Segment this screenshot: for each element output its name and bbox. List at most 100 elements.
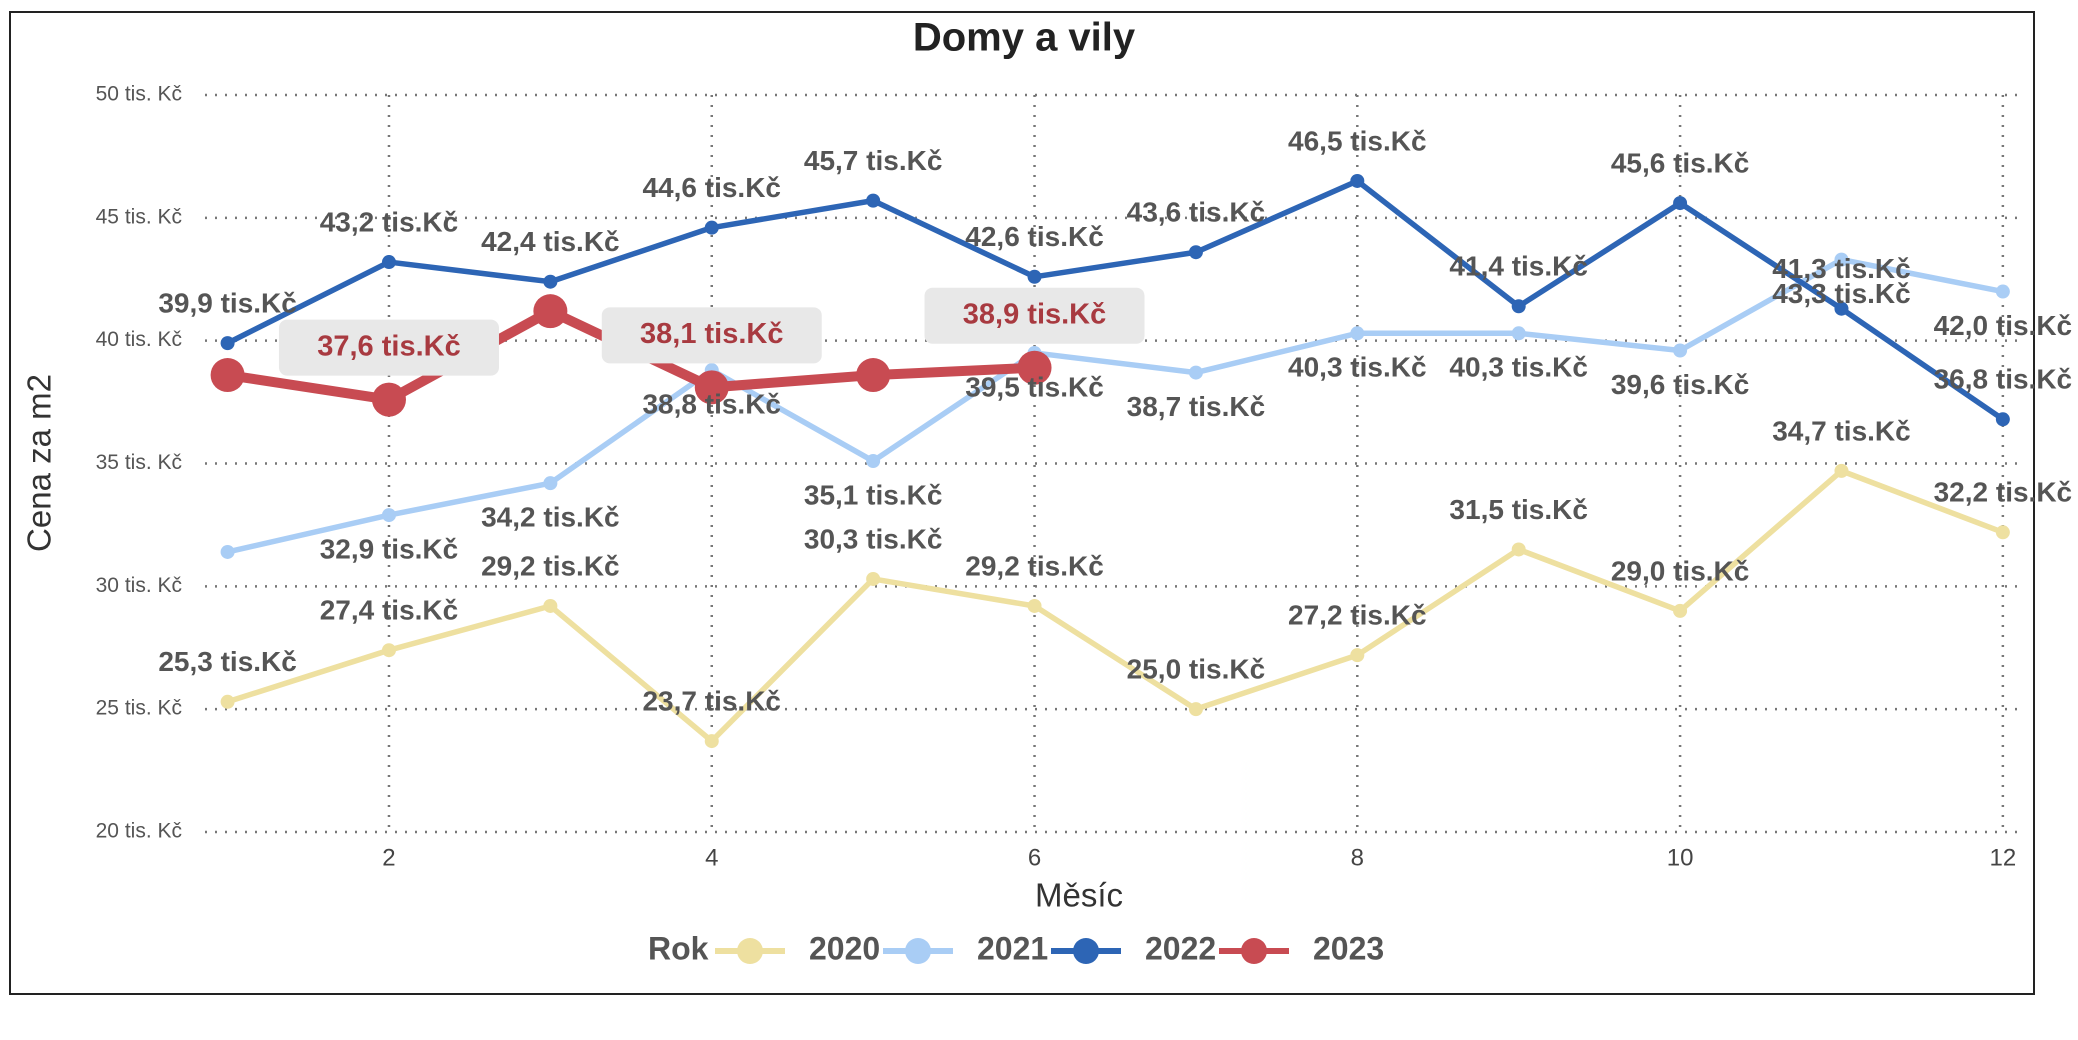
data-label: 38,7 tis.Kč bbox=[1127, 391, 1266, 422]
data-point bbox=[1673, 343, 1688, 358]
data-label: 45,6 tis.Kč bbox=[1611, 147, 1750, 178]
data-point bbox=[381, 508, 396, 523]
chart-title: Domy a vily bbox=[913, 16, 1136, 60]
data-label: 34,7 tis.Kč bbox=[1772, 415, 1911, 446]
y-axis-label: Cena za m2 bbox=[21, 374, 58, 552]
data-label: 25,0 tis.Kč bbox=[1127, 654, 1266, 685]
data-label: 36,8 tis.Kč bbox=[1934, 364, 2073, 395]
data-point bbox=[704, 220, 719, 235]
data-label: 43,2 tis.Kč bbox=[320, 206, 459, 237]
data-label: 29,2 tis.Kč bbox=[481, 550, 620, 581]
data-point bbox=[220, 694, 235, 709]
data-label: 39,5 tis.Kč bbox=[965, 371, 1104, 402]
label-box bbox=[278, 319, 499, 376]
legend-label: 2020 bbox=[809, 930, 880, 966]
data-point bbox=[1188, 365, 1203, 380]
data-point bbox=[694, 370, 729, 405]
data-label: 42,4 tis.Kč bbox=[481, 226, 620, 257]
data-label: 29,0 tis.Kč bbox=[1611, 555, 1750, 586]
data-label: 38,1 tis.Kč bbox=[640, 318, 783, 350]
x-tick-label: 4 bbox=[705, 844, 718, 871]
legend-title: Rok bbox=[648, 930, 709, 966]
x-tick-label: 2 bbox=[382, 844, 395, 871]
data-label: 32,2 tis.Kč bbox=[1934, 477, 2073, 508]
data-point bbox=[543, 274, 558, 289]
data-label: 25,3 tis.Kč bbox=[158, 646, 297, 677]
data-point bbox=[1027, 598, 1042, 613]
frame bbox=[9, 11, 2035, 995]
data-point bbox=[533, 294, 568, 329]
data-point bbox=[371, 382, 406, 417]
data-label: 44,6 tis.Kč bbox=[642, 172, 781, 203]
y-tick-label: 30 tis. Kč bbox=[96, 574, 182, 597]
data-point bbox=[1017, 350, 1052, 385]
data-point bbox=[220, 544, 235, 559]
data-point bbox=[381, 255, 396, 270]
series-line bbox=[226, 178, 2005, 422]
data-label: 42,0 tis.Kč bbox=[1934, 310, 2073, 341]
data-label: 31,5 tis.Kč bbox=[1449, 494, 1588, 525]
x-tick-label: 12 bbox=[1990, 844, 2017, 871]
data-point bbox=[856, 358, 891, 393]
y-tick-label: 45 tis. Kč bbox=[96, 205, 182, 228]
data-point bbox=[866, 571, 881, 586]
data-point bbox=[1511, 299, 1526, 314]
x-tick-label: 10 bbox=[1667, 844, 1694, 871]
y-tick-label: 50 tis. Kč bbox=[96, 83, 182, 106]
data-label: 35,1 tis.Kč bbox=[804, 479, 943, 510]
data-point bbox=[381, 643, 396, 658]
y-tick-label: 20 tis. Kč bbox=[96, 820, 182, 843]
data-point bbox=[1995, 412, 2010, 427]
data-label: 46,5 tis.Kč bbox=[1288, 125, 1427, 156]
x-tick-label: 6 bbox=[1028, 844, 1041, 871]
y-tick-label: 40 tis. Kč bbox=[96, 328, 182, 351]
data-label: 38,8 tis.Kč bbox=[642, 389, 781, 420]
legend-label: 2021 bbox=[977, 930, 1048, 966]
data-label: 38,9 tis.Kč bbox=[963, 298, 1106, 330]
data-label: 30,3 tis.Kč bbox=[804, 523, 943, 554]
legend-marker bbox=[1073, 938, 1099, 964]
legend-marker bbox=[1241, 938, 1267, 964]
x-tick-label: 8 bbox=[1351, 844, 1364, 871]
data-label: 27,4 tis.Kč bbox=[320, 595, 459, 626]
data-point bbox=[1350, 648, 1365, 663]
series-line bbox=[226, 256, 2004, 555]
data-point bbox=[866, 454, 881, 469]
data-label: 42,6 tis.Kč bbox=[965, 221, 1104, 252]
data-label: 34,2 tis.Kč bbox=[481, 502, 620, 533]
y-tick-label: 25 tis. Kč bbox=[96, 697, 182, 720]
data-point bbox=[1350, 173, 1365, 188]
label-box bbox=[601, 307, 822, 364]
legend-marker bbox=[905, 938, 931, 964]
data-label: 40,3 tis.Kč bbox=[1288, 352, 1427, 383]
data-point bbox=[1673, 603, 1688, 618]
data-point bbox=[1995, 525, 2010, 540]
x-axis-label: Měsíc bbox=[1035, 877, 1123, 914]
data-point bbox=[1995, 284, 2010, 299]
data-label: 41,4 tis.Kč bbox=[1449, 251, 1588, 282]
data-point bbox=[1673, 196, 1688, 211]
data-point bbox=[1511, 326, 1526, 341]
data-label: 45,7 tis.Kč bbox=[804, 145, 943, 176]
data-label: 39,9 tis.Kč bbox=[158, 288, 297, 319]
data-label: 29,2 tis.Kč bbox=[965, 550, 1104, 581]
data-point bbox=[866, 193, 881, 208]
series-line bbox=[226, 468, 2004, 744]
data-point bbox=[1027, 269, 1042, 284]
data-point bbox=[704, 734, 719, 749]
data-point bbox=[220, 336, 235, 351]
data-label: 43,6 tis.Kč bbox=[1127, 197, 1266, 228]
data-point bbox=[1834, 252, 1849, 267]
data-point bbox=[1511, 542, 1526, 557]
data-label: 23,7 tis.Kč bbox=[642, 685, 781, 716]
data-label: 32,9 tis.Kč bbox=[320, 533, 459, 564]
data-label: 27,2 tis.Kč bbox=[1288, 600, 1427, 631]
data-point bbox=[1188, 245, 1203, 260]
data-point bbox=[1188, 702, 1203, 717]
data-point bbox=[1350, 326, 1365, 341]
legend-label: 2023 bbox=[1313, 930, 1384, 966]
data-point bbox=[210, 358, 245, 393]
data-point bbox=[543, 476, 558, 491]
data-label: 37,6 tis.Kč bbox=[317, 330, 460, 362]
